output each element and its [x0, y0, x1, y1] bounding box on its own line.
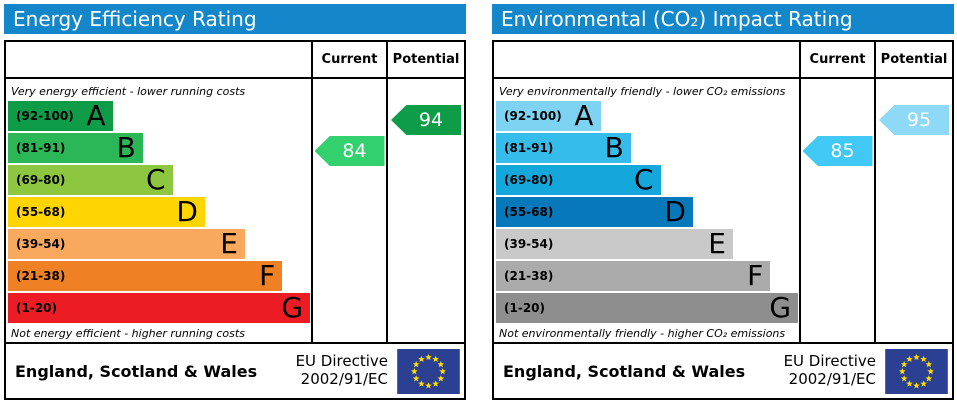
- band-range: (1-20): [16, 301, 57, 315]
- band-letter: G: [769, 291, 792, 324]
- current-rating-value: 85: [830, 140, 855, 162]
- rating-band-g: (1-20) G: [496, 291, 799, 324]
- environmental-rating-table: Current Potential Very environmentally f…: [492, 40, 954, 400]
- rating-band-d: (55-68) D: [8, 197, 205, 227]
- rating-band-e: (39-54) E: [8, 229, 245, 259]
- eu-flag-icon: [397, 348, 460, 394]
- table-footer: England, Scotland & Wales EU Directive 2…: [6, 342, 464, 398]
- potential-rating-arrow: 94: [391, 105, 461, 135]
- rating-bands: (92-100) A (81-91) B (69-80) C (55-68) D: [6, 101, 311, 323]
- rating-bands: (92-100) A (81-91) B (69-80) C (55-68) D: [494, 101, 799, 323]
- band-letter: D: [176, 195, 198, 228]
- band-letter: A: [574, 99, 594, 132]
- energy-rating-table: Current Potential Very energy efficient …: [4, 40, 466, 400]
- current-rating-arrow: 85: [802, 136, 873, 166]
- band-range: (92-100): [16, 109, 74, 123]
- potential-column: 94: [386, 79, 464, 342]
- eu-directive-line2: 2002/91/EC: [788, 370, 876, 388]
- energy-efficiency-chart: Energy Efficiency Rating Current Potenti…: [4, 4, 466, 400]
- band-letter: E: [220, 227, 238, 260]
- rating-band-a: (92-100) A: [8, 101, 113, 131]
- band-range: (92-100): [504, 109, 562, 123]
- band-range: (81-91): [504, 141, 554, 155]
- band-range: (81-91): [16, 141, 66, 155]
- rating-band-g: (1-20) G: [8, 291, 311, 324]
- eu-directive-line1: EU Directive: [783, 352, 876, 371]
- eu-directive-label: EU Directive 2002/91/EC: [784, 353, 876, 388]
- band-letter: E: [708, 227, 726, 260]
- band-letter: F: [259, 259, 276, 292]
- rating-band-a: (92-100) A: [496, 101, 601, 131]
- eu-flag-icon: [885, 348, 948, 394]
- rating-band-f: (21-38) F: [496, 259, 771, 292]
- band-letter: A: [86, 99, 106, 132]
- band-range: (21-38): [504, 269, 554, 283]
- top-caption: Very environmentally friendly - lower CO…: [499, 85, 786, 98]
- rating-band-e: (39-54) E: [496, 229, 733, 259]
- band-letter: C: [145, 163, 166, 196]
- region-label: England, Scotland & Wales: [15, 361, 258, 381]
- current-column-header: Current: [799, 42, 874, 79]
- corner-cell: [494, 42, 799, 79]
- rating-band-b: (81-91) B: [496, 133, 631, 163]
- band-letter: C: [633, 163, 654, 196]
- energy-rating-scale: Very energy efficient - lower running co…: [6, 79, 311, 342]
- current-column: 85: [799, 79, 874, 342]
- region-label: England, Scotland & Wales: [503, 361, 746, 381]
- environmental-chart-title: Environmental (CO₂) Impact Rating: [501, 7, 853, 31]
- band-range: (1-20): [504, 301, 545, 315]
- eu-directive-line2: 2002/91/EC: [300, 370, 388, 388]
- bottom-caption: Not environmentally friendly - higher CO…: [499, 327, 786, 340]
- band-range: (55-68): [504, 205, 554, 219]
- potential-column-header: Potential: [386, 42, 464, 79]
- band-letter: G: [281, 291, 304, 324]
- corner-cell: [6, 42, 311, 79]
- band-range: (69-80): [16, 173, 66, 187]
- energy-chart-title: Energy Efficiency Rating: [13, 7, 257, 31]
- potential-column: 95: [874, 79, 952, 342]
- eu-directive-label: EU Directive 2002/91/EC: [296, 353, 388, 388]
- rating-band-c: (69-80) C: [496, 165, 661, 195]
- rating-band-c: (69-80) C: [8, 165, 173, 195]
- band-range: (69-80): [504, 173, 554, 187]
- rating-band-f: (21-38) F: [8, 259, 283, 292]
- environmental-impact-chart: Environmental (CO₂) Impact Rating Curren…: [492, 4, 954, 400]
- environmental-title-bar: Environmental (CO₂) Impact Rating: [492, 4, 954, 34]
- energy-title-bar: Energy Efficiency Rating: [4, 4, 466, 34]
- top-caption: Very energy efficient - lower running co…: [11, 85, 246, 98]
- rating-band-d: (55-68) D: [496, 197, 693, 227]
- band-letter: B: [116, 131, 136, 164]
- potential-column-header: Potential: [874, 42, 952, 79]
- potential-rating-value: 94: [418, 109, 444, 131]
- band-letter: B: [604, 131, 624, 164]
- current-column: 84: [311, 79, 386, 342]
- bottom-caption: Not energy efficient - higher running co…: [11, 327, 245, 340]
- table-footer: England, Scotland & Wales EU Directive 2…: [494, 342, 952, 398]
- eu-directive-line1: EU Directive: [295, 352, 388, 371]
- potential-rating-value: 95: [906, 109, 932, 131]
- band-letter: F: [747, 259, 764, 292]
- band-range: (39-54): [504, 237, 554, 251]
- potential-rating-arrow: 95: [879, 105, 949, 135]
- current-rating-arrow: 84: [314, 136, 385, 166]
- band-letter: D: [664, 195, 686, 228]
- band-range: (55-68): [16, 205, 66, 219]
- environmental-rating-scale: Very environmentally friendly - lower CO…: [494, 79, 799, 342]
- current-column-header: Current: [311, 42, 386, 79]
- rating-band-b: (81-91) B: [8, 133, 143, 163]
- band-range: (39-54): [16, 237, 66, 251]
- band-range: (21-38): [16, 269, 66, 283]
- current-rating-value: 84: [342, 140, 367, 162]
